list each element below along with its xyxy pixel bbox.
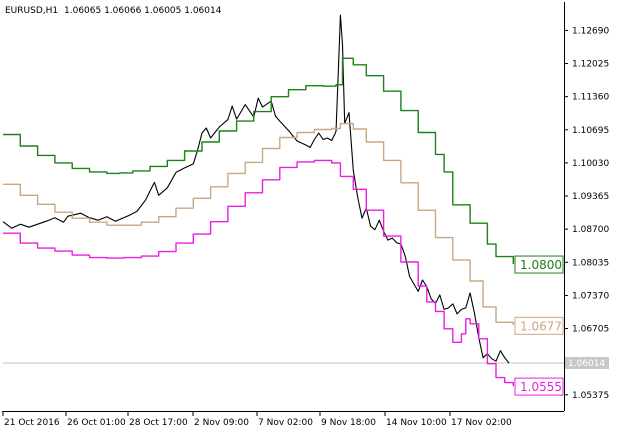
y-tick-label: 1.10030 [572, 159, 609, 169]
x-tick-label: 14 Nov 10:00 [386, 418, 447, 428]
level-label-box [514, 255, 564, 274]
current-price-box [565, 356, 609, 369]
middle-series-line [3, 122, 514, 326]
level-label-box [514, 377, 564, 396]
price-series-line [2, 14, 510, 364]
y-tick-label: 1.06705 [572, 325, 609, 335]
x-tick-label: 21 Oct 2016 [4, 418, 60, 428]
y-axis: 1.12690 1.12025 1.11360 1.10695 1.10030 1.093… [564, 26, 609, 401]
upper-series-line [3, 57, 514, 264]
x-tick-label: 17 Nov 02:00 [451, 418, 512, 428]
x-axis: 21 Oct 2016 26 Oct 01:00 28 Oct 17:00 2 Nov… [2, 411, 512, 428]
level-label: 1.0555 [520, 380, 562, 394]
ohlc-readout: 1.06065 1.06066 1.06005 1.06014 [64, 6, 222, 16]
y-tick-label: 1.07370 [572, 291, 609, 301]
series-layer [2, 14, 564, 387]
level-label-box [514, 316, 564, 335]
y-tick-label: 1.08700 [572, 225, 609, 235]
y-tick-label: 1.08035 [572, 258, 609, 268]
y-tick-label: 1.10695 [572, 126, 609, 136]
current-price-label: 1.06014 [568, 359, 605, 369]
lower-series-line [3, 159, 514, 387]
x-tick-label: 2 Nov 09:00 [194, 418, 249, 428]
price-level-labels: 1.0800 1.0677 1.0555 1.06014 [514, 255, 609, 396]
y-tick-label: 1.09365 [572, 192, 609, 202]
x-tick-label: 9 Nov 18:00 [321, 418, 376, 428]
y-tick-label: 1.11360 [572, 93, 609, 103]
level-label: 1.0677 [520, 319, 562, 333]
x-tick-label: 28 Oct 17:00 [129, 418, 188, 428]
y-tick-label: 1.12690 [572, 26, 609, 36]
y-tick-label: 1.12025 [572, 60, 609, 70]
y-tick-label: 1.05375 [572, 391, 609, 401]
level-label: 1.0800 [520, 258, 562, 272]
x-tick-label: 26 Oct 01:00 [67, 418, 126, 428]
symbol-timeframe: EURUSD,H1 [5, 6, 58, 16]
x-tick-label: 7 Nov 02:00 [258, 418, 313, 428]
